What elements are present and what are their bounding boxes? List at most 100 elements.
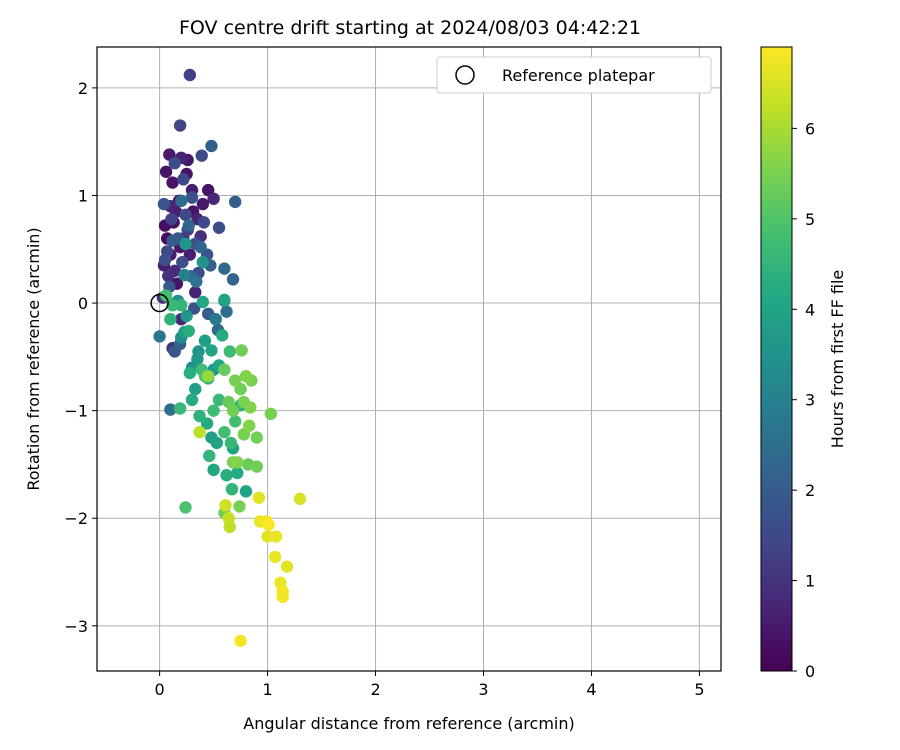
scatter-point — [228, 374, 242, 387]
legend-marker — [455, 65, 475, 85]
scatter-point — [187, 302, 201, 315]
legend-box — [436, 56, 712, 94]
scatter-point — [158, 253, 172, 267]
scatter-point — [173, 119, 187, 132]
scatter-point — [261, 530, 274, 543]
scatter-point — [203, 449, 216, 463]
colorbar-ticks: 0 1 2 3 4 5 6 — [792, 119, 815, 681]
x-tick-label: 1 — [262, 680, 272, 699]
x-tick-label: 4 — [586, 680, 596, 699]
scatter-point — [233, 500, 246, 513]
scatter-point — [207, 192, 220, 205]
reference-platepar-marker — [150, 293, 169, 313]
legend: Reference platepar — [436, 56, 712, 94]
scatter-point — [210, 436, 224, 450]
scatter-point — [268, 550, 282, 564]
scatter-point — [185, 191, 199, 204]
scatter-point — [176, 255, 189, 269]
colorbar-tick-label: 4 — [805, 300, 815, 319]
colorbar-tick-label: 6 — [805, 119, 815, 138]
scatter-point — [243, 419, 256, 432]
scatter-point — [189, 382, 202, 396]
x-tick-label: 3 — [478, 680, 488, 699]
scatter-point — [175, 299, 188, 312]
scatter-point — [226, 273, 240, 286]
scatter-point — [191, 352, 204, 366]
y-tick-label: −2 — [64, 509, 88, 528]
x-tick-label: 2 — [370, 680, 380, 699]
y-tick-label: 0 — [78, 294, 88, 313]
scatter-point — [183, 68, 197, 82]
scatter-point — [185, 393, 199, 407]
scatter-point — [207, 463, 220, 477]
scatter-point — [201, 370, 215, 383]
scatter-point — [212, 221, 226, 234]
scatter-point — [293, 492, 307, 506]
y-tick-label: −3 — [64, 617, 88, 636]
scatter-point — [250, 460, 263, 473]
scatter-point — [197, 216, 211, 229]
scatter-point — [219, 499, 232, 512]
scatter-point — [226, 404, 240, 417]
y-tick-label: −1 — [64, 402, 88, 421]
scatter-point — [165, 212, 178, 226]
chart-title: FOV centre drift starting at 2024/08/03 … — [179, 17, 641, 39]
scatter-point — [153, 330, 166, 343]
scatter-point — [193, 425, 206, 439]
scatter-point — [218, 293, 231, 307]
scatter-point — [205, 344, 218, 357]
scatter-point — [218, 363, 231, 376]
scatter-point — [262, 518, 275, 531]
scatter-point — [179, 208, 192, 222]
scatter-point — [280, 560, 294, 573]
scatter-point — [164, 312, 177, 326]
scatter-point — [193, 409, 206, 423]
scatter-point — [180, 309, 193, 323]
scatter-point — [179, 501, 192, 514]
scatter-point — [216, 329, 229, 342]
scatter-point — [276, 590, 289, 603]
scatter-point — [239, 485, 253, 498]
scatter-point — [239, 370, 253, 383]
scatter-point — [177, 173, 190, 186]
scatter-point — [196, 255, 209, 269]
scatter-point — [264, 407, 278, 421]
scatter-point — [182, 324, 195, 338]
scatter-point — [222, 512, 235, 525]
scatter-point — [182, 219, 195, 232]
scatter-point — [178, 268, 191, 282]
scatter-point — [179, 237, 192, 251]
scatter-point — [218, 262, 231, 275]
colorbar-tick-label: 2 — [805, 481, 815, 500]
colorbar-tick-label: 0 — [805, 662, 815, 681]
scatter-point — [159, 289, 173, 302]
scatter-point — [190, 275, 203, 288]
x-axis-ticks: 0 1 2 3 4 5 — [155, 671, 705, 699]
scatter-point — [244, 401, 257, 414]
scatter-point — [212, 393, 226, 407]
scatter-point — [228, 415, 242, 428]
scatter-point — [207, 404, 220, 417]
colorbar-tick-label: 5 — [805, 210, 815, 229]
colorbar: 0 1 2 3 4 5 6 Hours from first FF file — [760, 46, 847, 681]
scatter-point — [209, 312, 222, 326]
scatter-point — [234, 634, 247, 648]
plot-frame — [96, 46, 722, 672]
scatter-point — [228, 195, 242, 209]
scatter-point — [218, 425, 231, 439]
scatter-point — [250, 431, 263, 444]
scatter-point — [159, 165, 173, 178]
scatter-point — [200, 417, 214, 430]
scatter-point — [235, 344, 248, 357]
scatter-point — [166, 176, 179, 189]
scatter-point — [194, 240, 207, 254]
gridlines — [97, 47, 721, 671]
scatter-point — [224, 436, 238, 450]
scatter-point — [220, 468, 233, 482]
colorbar-tick-label: 1 — [805, 572, 815, 591]
scatter-point — [183, 248, 197, 261]
scatter-point — [164, 403, 177, 416]
scatter-point — [195, 149, 208, 162]
scatter-point — [196, 197, 209, 211]
x-axis-label: Angular distance from reference (arcmin) — [243, 714, 574, 733]
